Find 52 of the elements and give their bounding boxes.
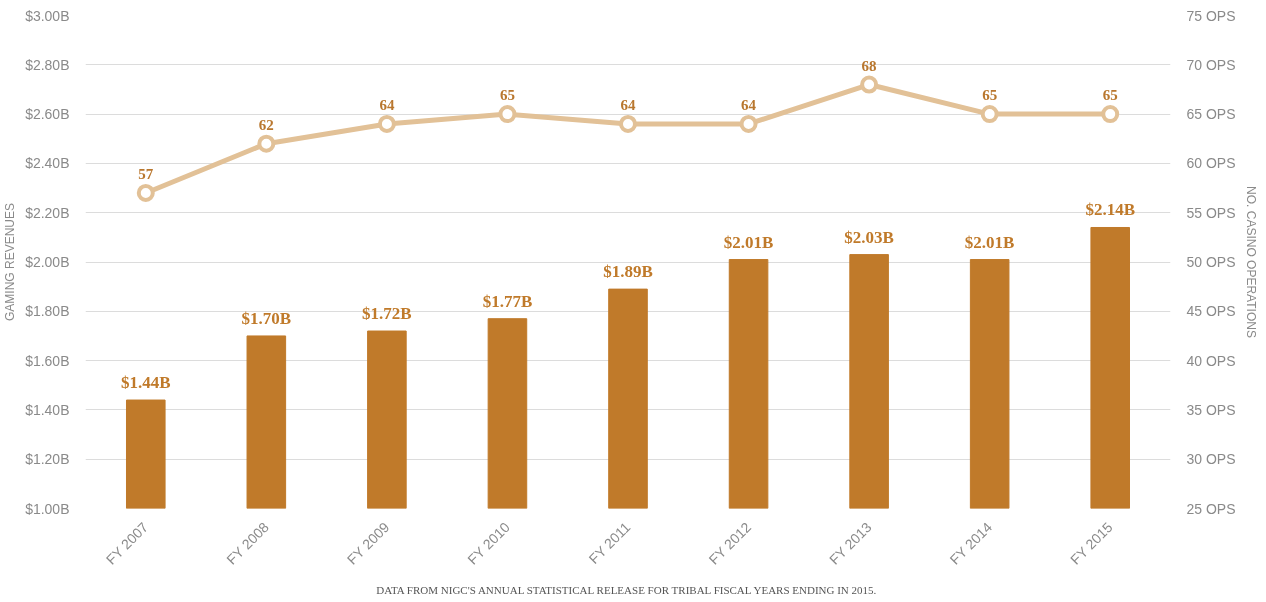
data-label: 64 <box>741 96 757 113</box>
point <box>980 105 999 124</box>
data-label: 64 <box>379 96 395 113</box>
data-label: 65 <box>499 87 515 104</box>
y-tick-label: $1.40B <box>25 401 70 418</box>
data-label: $1.44B <box>120 373 171 393</box>
y2-tick-label: 65 OPS <box>1186 106 1236 123</box>
data-label: $1.77B <box>482 291 533 311</box>
y-tick-label: $2.40B <box>25 155 70 172</box>
point <box>860 75 879 94</box>
data-label: $1.89B <box>603 262 653 282</box>
data-label: 64 <box>620 96 636 113</box>
y-tick-label: $1.80B <box>25 303 70 320</box>
y2-tick-label: 40 OPS <box>1186 352 1236 369</box>
y2-tick-label: 45 OPS <box>1186 303 1236 320</box>
data-label: 68 <box>861 57 877 74</box>
data-label: $2.03B <box>844 227 894 247</box>
point <box>1101 105 1120 124</box>
data-label: $2.01B <box>964 232 1015 252</box>
y-tick-label: $1.60B <box>25 352 70 369</box>
y2-tick-label: 25 OPS <box>1186 500 1236 517</box>
data-label: $1.72B <box>362 304 412 324</box>
data-label: $2.01B <box>723 232 774 252</box>
text: DATA FROM NIGC'S ANNUAL STATISTICAL RELEASE FOR TRIBAL FISCAL YEARS ENDING IN 2015. <box>376 583 877 596</box>
data-label: 65 <box>982 87 998 104</box>
y-axis-title: GAMING REVENUES <box>3 202 18 322</box>
data-label: 57 <box>138 165 154 182</box>
y-tick-label: $3.00B <box>25 7 70 24</box>
y2-tick-label: 30 OPS <box>1186 451 1236 468</box>
point <box>377 114 396 133</box>
y2-tick-label: 55 OPS <box>1186 204 1236 221</box>
y2-tick-label: 75 OPS <box>1186 7 1236 24</box>
point <box>136 183 155 202</box>
y2-tick-label: 70 OPS <box>1186 56 1236 73</box>
point <box>257 134 276 153</box>
data-label: $2.14B <box>1085 200 1136 220</box>
y-tick-label: $2.20B <box>25 204 70 221</box>
y2-tick-label: 50 OPS <box>1186 254 1236 270</box>
y-tick-label: $2.60B <box>25 106 70 123</box>
data-label: $1.70B <box>241 308 292 328</box>
y-tick-label: $2.80B <box>25 56 70 73</box>
y2-tick-label: 35 OPS <box>1186 401 1236 418</box>
point <box>739 114 758 133</box>
y-tick-label: $2.00B <box>25 254 70 270</box>
y2-tick-label: 60 OPS <box>1186 155 1236 172</box>
y-tick-label: $1.00B <box>25 500 70 517</box>
y-tick-label: $1.20B <box>25 451 70 468</box>
data-label: 62 <box>258 116 274 133</box>
point <box>619 114 637 133</box>
data-label: 65 <box>1102 87 1118 104</box>
point <box>498 105 517 124</box>
y2-axis-title: NO. CASINO OPERATIONS <box>1243 186 1258 338</box>
